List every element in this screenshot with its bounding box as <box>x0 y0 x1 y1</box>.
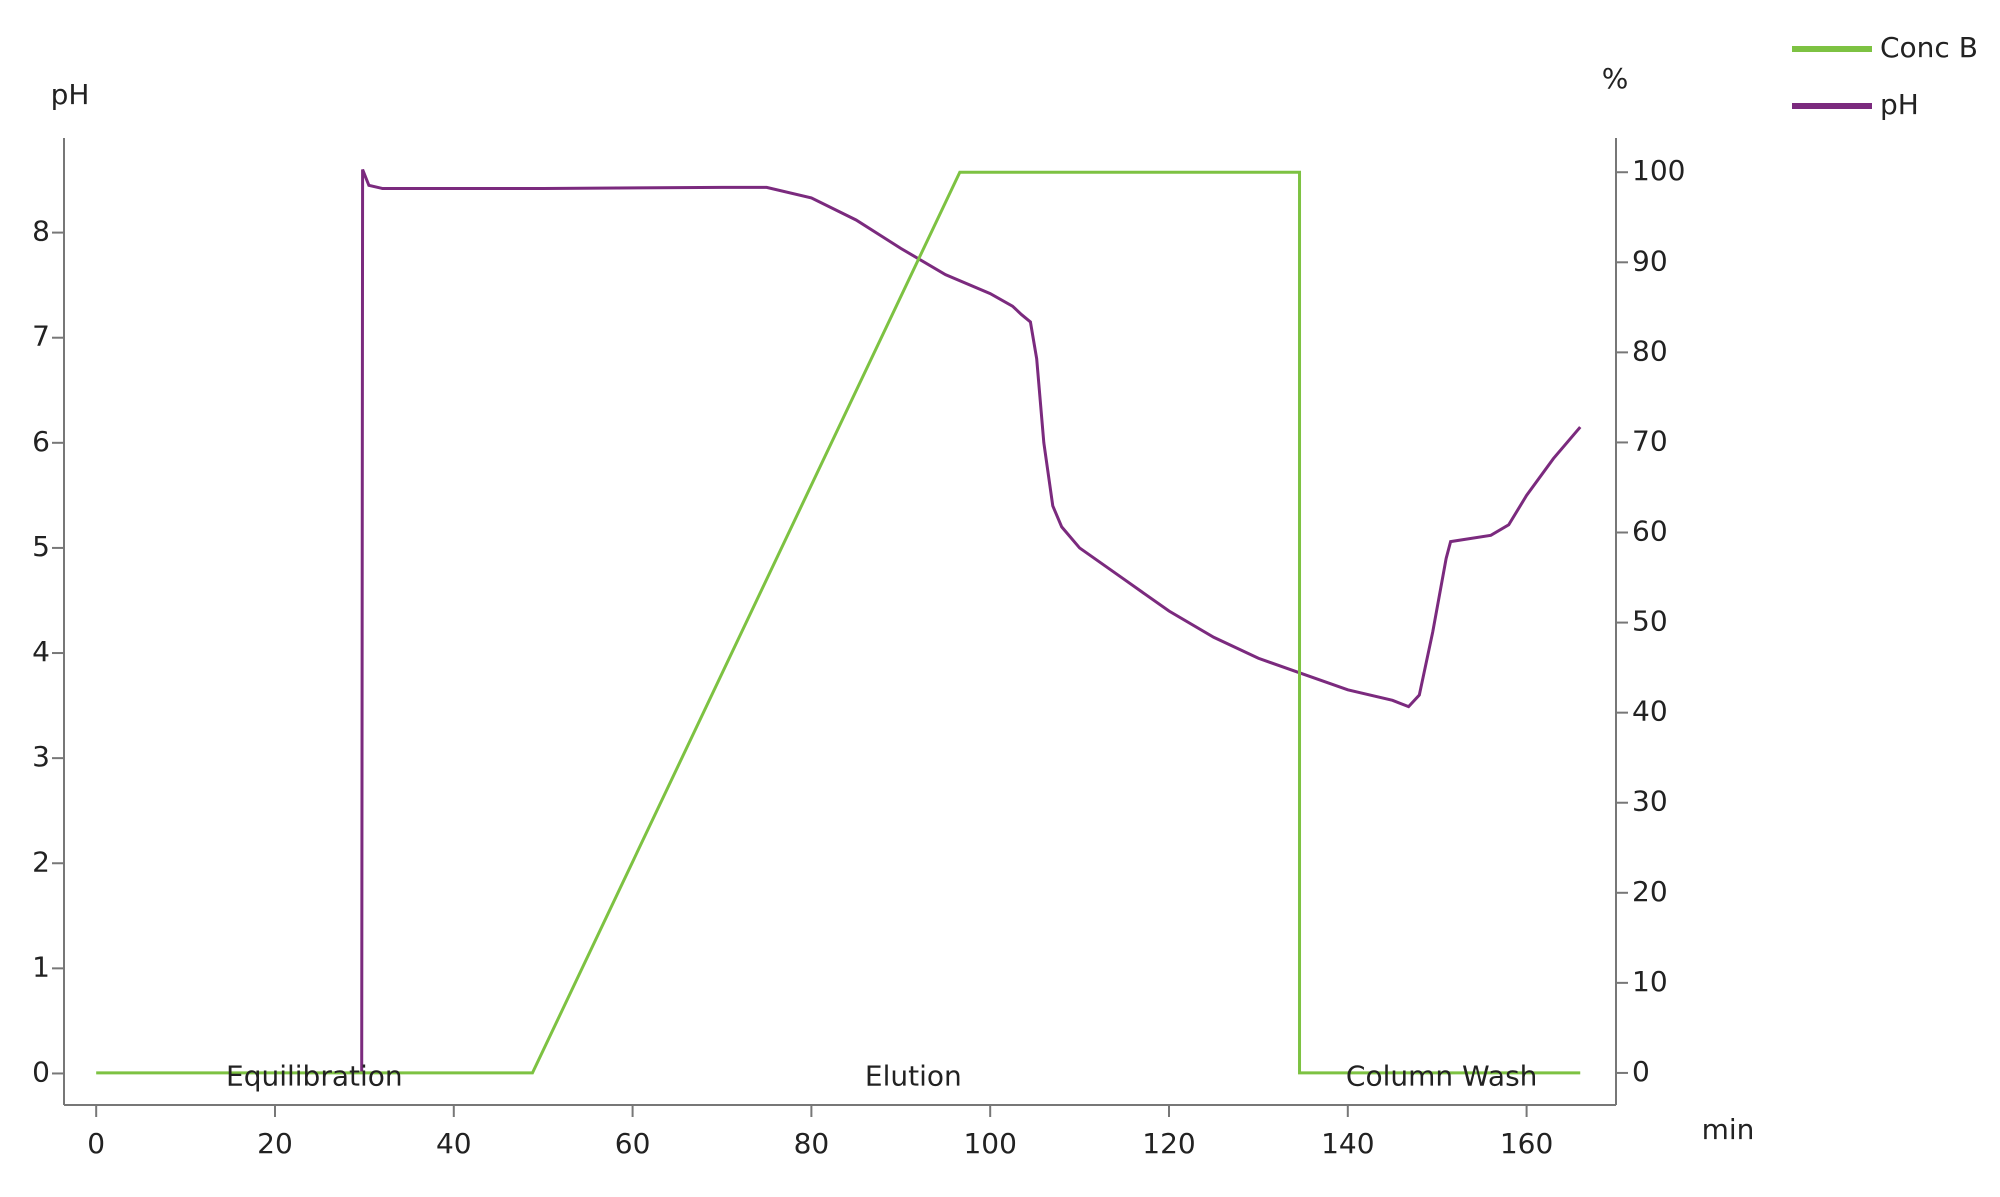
y-tick-label: 3 <box>32 740 50 773</box>
y2-axis-label: % <box>1602 62 1629 95</box>
y2-tick-label: 30 <box>1632 785 1668 818</box>
phase-label: Column Wash <box>1346 1059 1538 1092</box>
y2-tick-label: 0 <box>1632 1055 1650 1088</box>
phase-label: Elution <box>865 1059 962 1092</box>
y-axis-label: pH <box>51 78 90 111</box>
y2-tick-label: 50 <box>1632 605 1668 638</box>
x-tick-label: 120 <box>1142 1127 1195 1160</box>
y-tick-label: 7 <box>32 320 50 353</box>
y2-tick-label: 90 <box>1632 244 1668 277</box>
y-tick-label: 1 <box>32 950 50 983</box>
y2-tick-label: 100 <box>1632 154 1685 187</box>
x-tick-label: 40 <box>436 1127 472 1160</box>
phase-label: Equilibration <box>226 1059 403 1092</box>
x-tick-label: 20 <box>257 1127 293 1160</box>
y2-tick-label: 20 <box>1632 875 1668 908</box>
series-line <box>360 168 1582 1074</box>
y-tick-label: 8 <box>32 215 50 248</box>
x-axis-label: min <box>1702 1113 1755 1146</box>
x-tick-label: 60 <box>615 1127 651 1160</box>
x-tick-label: 160 <box>1500 1127 1553 1160</box>
x-tick-label: 100 <box>963 1127 1016 1160</box>
series-line <box>96 170 1581 1075</box>
y-tick-label: 4 <box>32 635 50 668</box>
y-tick-label: 6 <box>32 425 50 458</box>
y2-tick-label: 70 <box>1632 424 1668 457</box>
legend-label: Conc B <box>1880 31 1978 64</box>
y2-tick-label: 80 <box>1632 334 1668 367</box>
y2-tick-label: 60 <box>1632 515 1668 548</box>
y-tick-label: 2 <box>32 845 50 878</box>
x-tick-label: 80 <box>794 1127 830 1160</box>
y2-tick-label: 40 <box>1632 695 1668 728</box>
x-tick-label: 0 <box>87 1127 105 1160</box>
y-tick-label: 5 <box>32 530 50 563</box>
y2-tick-label: 10 <box>1632 965 1668 998</box>
legend-label: pH <box>1880 88 1919 121</box>
x-tick-label: 140 <box>1321 1127 1374 1160</box>
y-tick-label: 0 <box>32 1055 50 1088</box>
